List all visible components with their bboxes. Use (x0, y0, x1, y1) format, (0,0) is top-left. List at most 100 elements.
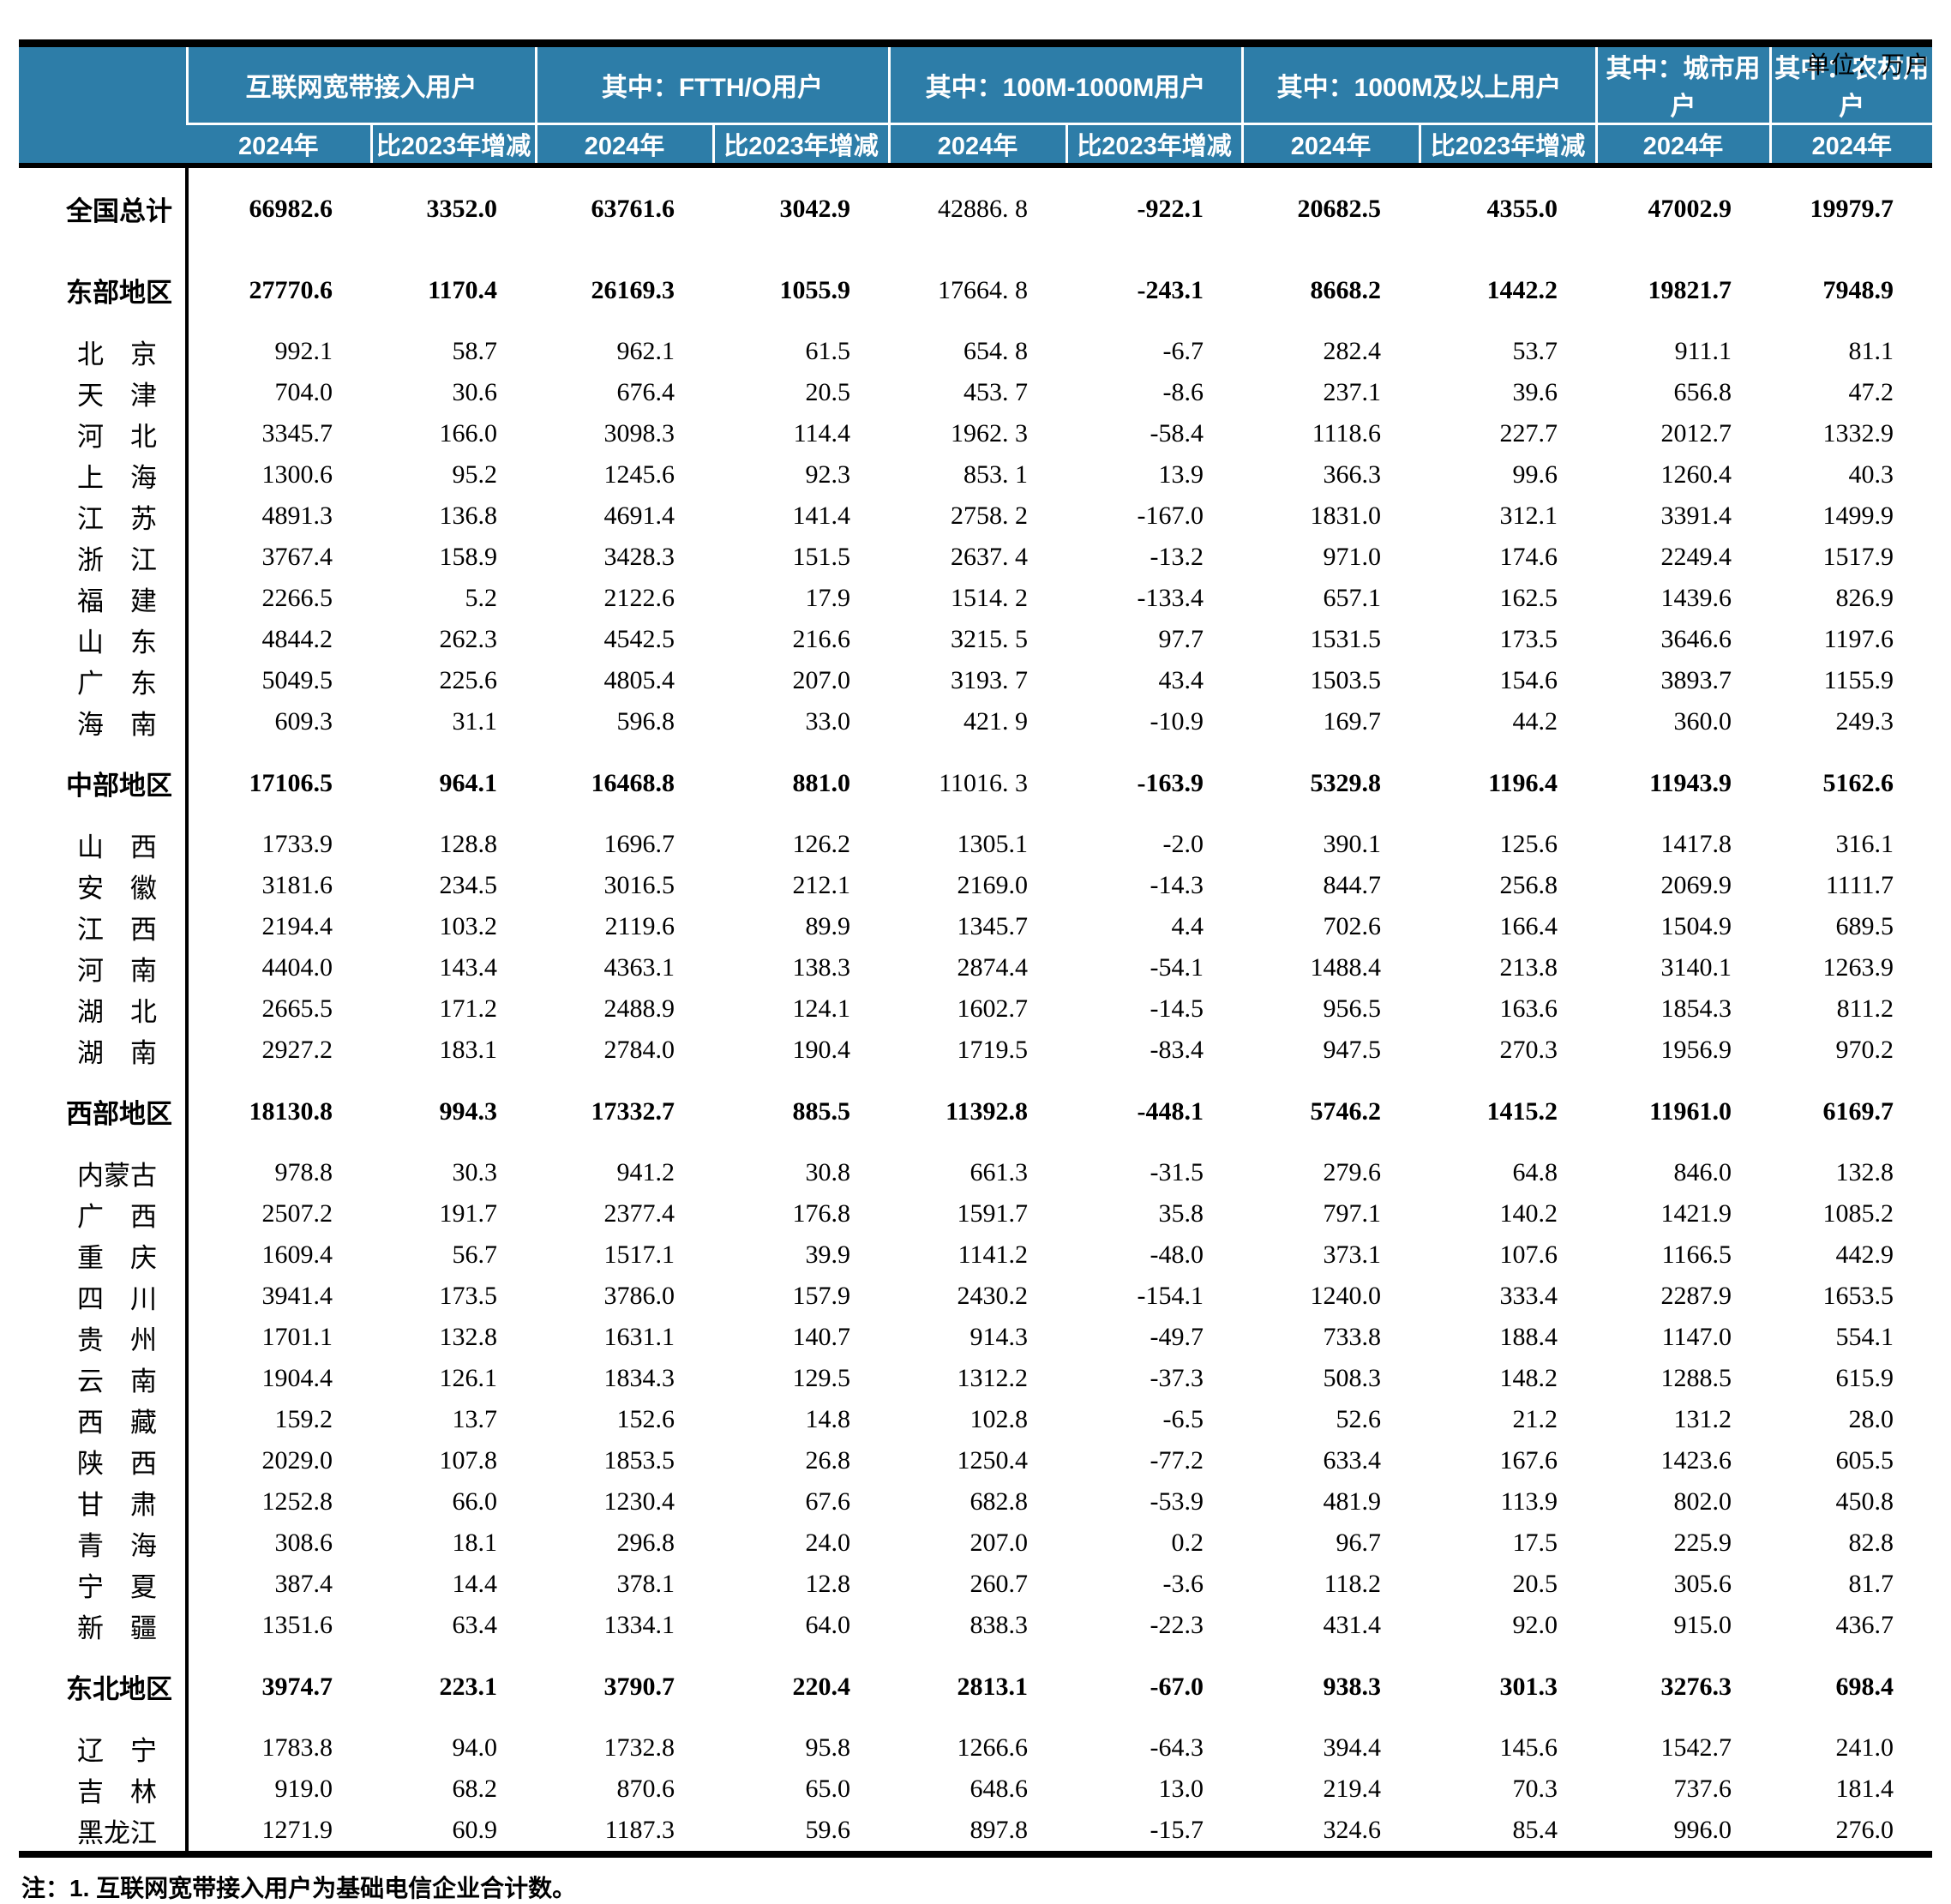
data-cell: 237.1 (1323, 378, 1382, 406)
data-cell: 1701.1 (261, 1323, 333, 1351)
data-cell: -15.7 (1150, 1816, 1204, 1844)
table-row: 广 西 2507.2 191.7 2377.4 176.8 1591.7 35.8 797.1… (19, 1193, 1932, 1234)
data-cell: 3016.5 (603, 871, 675, 899)
data-cell: -64.3 (1150, 1733, 1204, 1762)
data-cell: 92.3 (805, 460, 851, 489)
data-cell: 2813.1 (957, 1672, 1029, 1701)
data-cell: 2507.2 (261, 1199, 333, 1228)
data-cell: 881.0 (792, 768, 851, 797)
data-cell: 82.8 (1848, 1529, 1894, 1557)
data-cell: 689.5 (1835, 912, 1894, 940)
data-cell: 143.4 (439, 953, 498, 982)
data-cell: 166.4 (1499, 912, 1558, 940)
data-cell: 1439.6 (1660, 584, 1732, 612)
data-cell: 1517.1 (603, 1240, 675, 1269)
data-cell: 1956.9 (1660, 1036, 1732, 1064)
data-cell: 27770.6 (249, 275, 333, 304)
data-cell: 1503.5 (1310, 666, 1382, 694)
data-cell: -13.2 (1150, 543, 1204, 571)
data-cell: 1442.2 (1486, 275, 1558, 304)
subheader-2024: 2024年 (187, 123, 371, 167)
table-row: 海 南 609.3 31.1 596.8 33.0 421. 9 -10.9 169.7 44.… (19, 701, 1932, 742)
row-label: 重 庆 (19, 1234, 189, 1276)
table-row: 上 海 1300.6 95.2 1245.6 92.3 853. 1 13.9 366.3 99… (19, 454, 1932, 496)
data-cell: 1260.4 (1660, 460, 1732, 489)
row-label: 黑龙江 (19, 1810, 189, 1854)
data-cell: 1345.7 (957, 912, 1029, 940)
data-cell: 654. 8 (963, 337, 1028, 365)
data-cell: 915.0 (1673, 1611, 1732, 1639)
data-cell: 5746.2 (1310, 1096, 1382, 1126)
data-cell: 316.1 (1835, 830, 1894, 858)
table-row: 东北地区 3974.7 223.1 3790.7 220.4 2813.1 -67.0 938… (19, 1646, 1932, 1727)
data-cell: -53.9 (1150, 1487, 1204, 1516)
data-cell: 145.6 (1499, 1733, 1558, 1762)
data-cell: 17.5 (1512, 1529, 1558, 1557)
data-cell: 97.7 (1158, 625, 1204, 653)
data-cell: 3098.3 (603, 419, 675, 447)
data-cell: 1266.6 (957, 1733, 1029, 1762)
row-label: 辽 宁 (19, 1727, 189, 1769)
data-cell: 4805.4 (603, 666, 675, 694)
subheader-change: 比2023年增减 (369, 123, 536, 167)
data-cell: 1351.6 (261, 1611, 333, 1639)
table-row: 天 津 704.0 30.6 676.4 20.5 453. 7 -8.6 237.1 39.6… (19, 372, 1932, 413)
data-cell: 605.5 (1835, 1446, 1894, 1475)
data-cell: 35.8 (1158, 1199, 1204, 1228)
table-row: 全国总计 66982.6 3352.0 63761.6 3042.9 42886. 8 -9… (19, 165, 1932, 249)
data-cell: 26.8 (805, 1446, 851, 1475)
data-cell: 207.0 (792, 666, 851, 694)
data-cell: 2287.9 (1660, 1282, 1732, 1310)
row-label: 东部地区 (19, 249, 189, 331)
data-cell: -37.3 (1150, 1364, 1204, 1392)
data-cell: -3.6 (1162, 1570, 1204, 1598)
col-group-broadband-total: 互联网宽带接入用户 (185, 43, 536, 125)
data-cell: -448.1 (1137, 1096, 1204, 1126)
data-cell: 234.5 (439, 871, 498, 899)
row-label: 西 藏 (19, 1399, 189, 1440)
table-row: 广 东 5049.5 225.6 4805.4 207.0 3193. 7 43.4 1503… (19, 660, 1932, 701)
data-cell: 20.5 (805, 378, 851, 406)
data-cell: 1141.2 (957, 1240, 1028, 1269)
row-label: 湖 北 (19, 988, 189, 1030)
data-cell: 102.8 (969, 1405, 1029, 1433)
data-cell: 656.8 (1673, 378, 1732, 406)
data-cell: 103.2 (439, 912, 498, 940)
data-cell: 13.0 (1158, 1775, 1204, 1803)
data-cell: 1271.9 (261, 1816, 333, 1844)
table-row: 安 徽 3181.6 234.5 3016.5 212.1 2169.0 -14.3 844.… (19, 865, 1932, 906)
data-cell: 39.6 (1512, 378, 1558, 406)
header-sub-row: 2024年 比2023年增减 2024年 比2023年增减 2024年 比202… (19, 123, 1933, 167)
row-label: 四 川 (19, 1276, 189, 1317)
data-cell: -31.5 (1150, 1158, 1204, 1186)
data-cell: 21.2 (1512, 1405, 1558, 1433)
data-cell: 4691.4 (603, 502, 675, 530)
data-cell: 1854.3 (1660, 994, 1732, 1023)
data-cell: 64.0 (805, 1611, 851, 1639)
data-cell: 1423.6 (1660, 1446, 1732, 1475)
data-cell: 53.7 (1512, 337, 1558, 365)
header-group-row: 互联网宽带接入用户 其中：FTTH/O用户 其中：100M-1000M用户 其中… (19, 43, 1933, 167)
data-cell: 2488.9 (603, 994, 675, 1023)
data-cell: 2430.2 (957, 1282, 1029, 1310)
data-cell: 92.0 (1512, 1611, 1558, 1639)
data-cell: 2029.0 (261, 1446, 333, 1475)
data-cell: 173.5 (439, 1282, 498, 1310)
data-cell: 141.4 (792, 502, 851, 530)
table-row: 湖 北 2665.5 171.2 2488.9 124.1 1602.7 -14.5 956.… (19, 988, 1932, 1030)
data-cell: 1305.1 (957, 830, 1029, 858)
data-cell: 169.7 (1323, 707, 1382, 736)
data-cell: 241.0 (1835, 1733, 1894, 1762)
subheader-2024: 2024年 (534, 123, 713, 167)
data-cell: 1499.9 (1822, 502, 1894, 530)
data-cell: 3276.3 (1660, 1672, 1732, 1701)
data-cell: 249.3 (1835, 707, 1894, 736)
data-cell: 81.1 (1848, 337, 1894, 365)
corner-cell (19, 43, 187, 167)
data-cell: 2194.4 (261, 912, 333, 940)
subheader-change: 比2023年增减 (1418, 123, 1597, 167)
row-label: 浙 江 (19, 537, 189, 578)
data-cell: 615.9 (1835, 1364, 1894, 1392)
row-label: 西部地区 (19, 1071, 189, 1152)
row-label: 新 疆 (19, 1605, 189, 1646)
